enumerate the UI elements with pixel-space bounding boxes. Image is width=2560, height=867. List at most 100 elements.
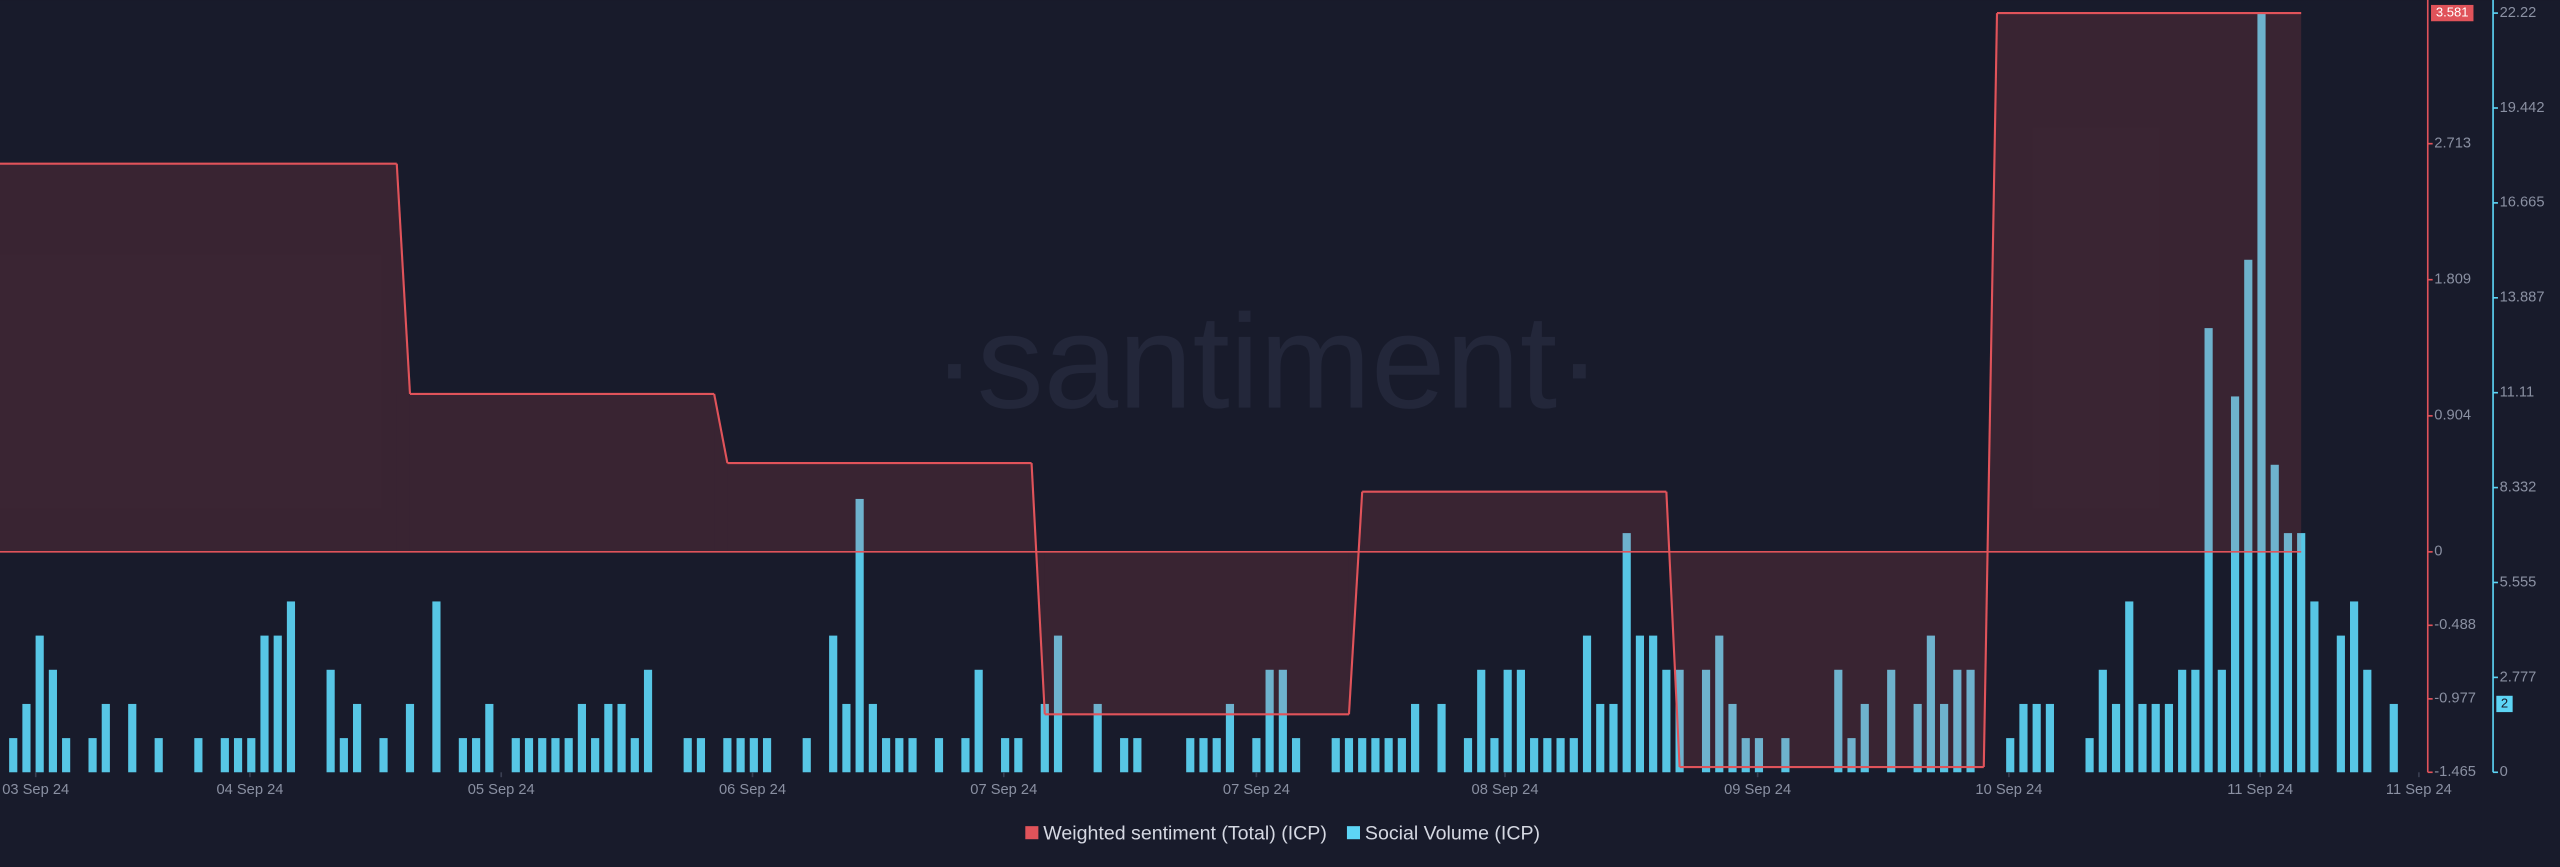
x-tick-label: 10 Sep 24 [1975,782,2042,798]
volume-bar [1966,669,1975,773]
volume-bar [1940,703,1949,773]
sentiment-area-ramp [714,393,728,552]
volume-badge-label: 2 [2501,695,2508,710]
volume-bar [432,601,441,773]
volume-bar [762,738,772,773]
x-tick-label: 06 Sep 24 [719,782,786,798]
legend-swatch [1025,826,1039,840]
volume-bar [2125,601,2134,773]
sentiment-area-ramp [396,163,410,552]
volume-bar [1701,669,1711,773]
volume-bar [485,703,494,773]
volume-bar [1265,669,1274,773]
volume-bar [1622,533,1631,773]
volume-bar [2151,703,2160,773]
volume-bar [696,738,706,773]
x-tick-label: 05 Sep 24 [468,782,535,798]
legend-swatch [1346,826,1360,840]
volume-bar [1569,738,1578,773]
volume-bar [2270,464,2279,773]
volume-bar [1741,738,1750,773]
volume-bar [1516,669,1525,773]
y2-tick-label: 13.887 [2500,290,2545,306]
y-tick-label: 0.904 [2434,408,2471,424]
volume-bar [1120,738,1129,773]
volume-bar [1371,738,1380,773]
volume-bar [1199,738,1208,773]
volume-bar [2257,13,2266,773]
volume-bar [2204,328,2213,773]
volume-bar [1503,669,1512,773]
volume-bar [154,738,163,773]
volume-bar [379,738,388,773]
volume-bar [273,635,282,773]
volume-bar [2098,669,2107,773]
sentiment-connector [395,163,412,394]
y2-tick-label: 0 [2500,764,2508,780]
volume-bar [35,635,44,773]
volume-bar [1278,669,1287,773]
sentiment-area [1679,551,1984,768]
y-tick-label: 2.713 [2434,136,2471,152]
sentiment-connector [1030,463,1046,715]
volume-bar [2045,703,2054,773]
volume-bar [1133,738,1142,773]
volume-bar [524,738,534,773]
volume-bar [1093,703,1102,773]
volume-bar [2191,669,2200,773]
volume-bar [2336,635,2345,773]
sentiment-area [1362,491,1667,552]
volume-bar [643,669,653,773]
volume-bar [88,738,97,773]
x-tick-label: 11 Sep 24 [2227,782,2293,798]
volume-bar [895,738,904,773]
volume-bar [1053,635,1063,773]
x-tick-label: 07 Sep 24 [970,782,1037,798]
volume-bar [405,703,415,773]
sentiment-area [727,463,1032,552]
volume-bar [1186,738,1195,773]
sentiment-area [0,163,397,552]
volume-bar [1344,738,1354,773]
volume-bar [829,635,838,773]
x-tick-label: 04 Sep 24 [216,782,283,798]
volume-bar [961,738,970,773]
volume-bar [1291,738,1301,773]
volume-bar [326,669,335,773]
volume-bar [1358,738,1367,773]
sentiment-badge-label: 3.581 [2436,5,2469,20]
volume-bar [1596,703,1605,773]
volume-bar [1662,669,1671,773]
volume-bar [1649,635,1658,773]
sentiment-connector [1665,491,1681,768]
volume-bar [1397,738,1406,773]
volume-bar [736,738,745,773]
volume-bar [1212,738,1221,773]
volume-bar [1014,738,1023,773]
volume-bar [2217,669,2226,773]
sentiment-area [1044,551,1349,715]
volume-bar [2138,703,2147,773]
volume-bar [855,498,864,773]
volume-bar [2244,259,2253,773]
x-tick-label: 07 Sep 24 [1223,782,1290,798]
y2-tick-label: 5.555 [2500,574,2537,590]
y2-tick-label: 11.11 [2500,385,2535,401]
volume-bar [1913,703,1922,773]
volume-bar [339,738,348,773]
volume-bar [1715,635,1724,773]
volume-bar [2019,703,2028,773]
volume-bar [842,703,851,773]
volume-badge [2496,695,2513,713]
volume-bar [1887,669,1896,773]
volume-bar [22,703,31,773]
volume-bar [1543,738,1552,773]
volume-bar [2230,396,2240,773]
y2-tick-label: 2.777 [2500,669,2537,685]
volume-bar [472,738,481,773]
volume-bar [1490,738,1499,773]
volume-bar [2178,669,2187,773]
volume-bar [1728,703,1737,773]
